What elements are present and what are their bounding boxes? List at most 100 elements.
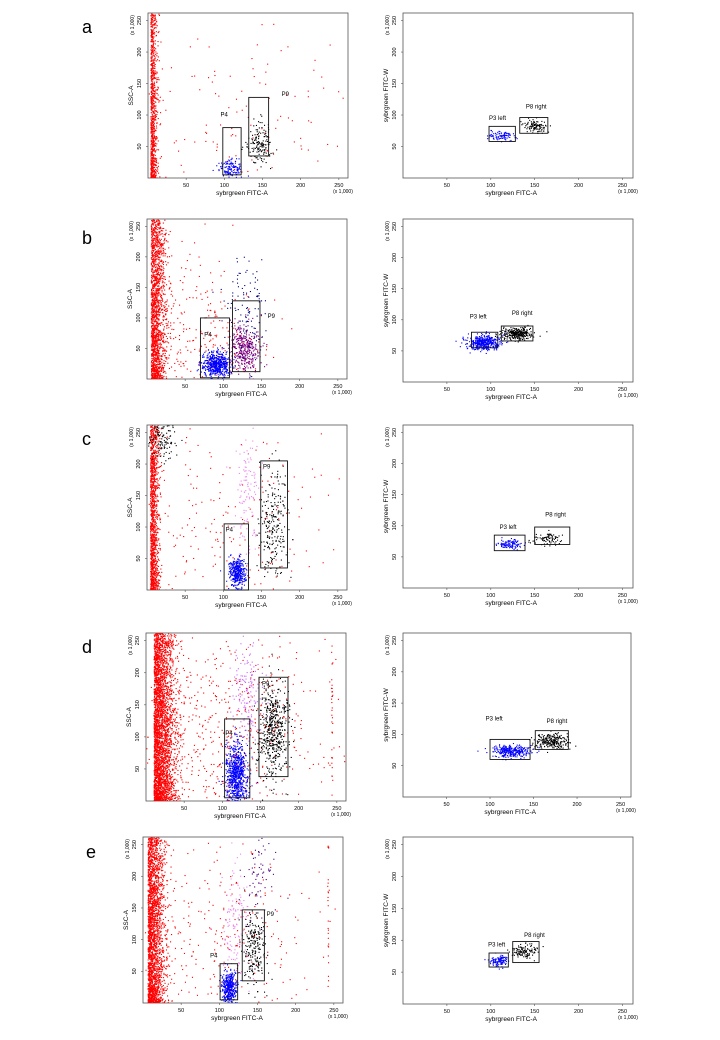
event-point [159,157,161,159]
event-point [159,360,161,362]
event-point [244,360,246,362]
event-point [243,328,245,330]
event-point [151,221,153,223]
y-scale-label: (x 1,000) [129,221,135,241]
event-point [240,330,242,332]
event-point [155,325,157,327]
gate-p9 [248,96,270,157]
event-point [151,322,153,324]
event-point [255,353,257,355]
y-axis-label: SSC-A [128,85,135,106]
event-point [236,257,238,259]
event-point [152,75,154,77]
event-point [205,362,207,364]
event-point [162,347,164,349]
event-point [261,144,263,146]
event-point [153,149,155,151]
event-point [160,331,162,333]
event-point [164,276,166,278]
event-point [151,256,153,258]
event-point [151,132,153,134]
event-point [501,344,503,346]
event-point [272,152,274,154]
event-point [158,363,160,365]
event-point [238,158,240,160]
event-point [151,290,153,292]
event-point [206,357,208,359]
event-point [158,308,160,310]
event-point [151,33,153,35]
event-point [227,330,229,332]
event-point [152,302,154,304]
event-point [221,372,223,374]
event-point [241,357,243,359]
event-point [152,343,154,345]
event-point [234,337,236,339]
event-point [153,137,155,139]
event-point [498,338,500,340]
event-point [491,340,493,342]
event-point [247,353,249,355]
event-point [215,366,217,368]
event-point [156,283,158,285]
event-point [230,161,232,163]
event-point [159,311,161,313]
event-point [263,153,265,155]
event-point [152,139,154,141]
event-point [157,368,159,370]
event-point [152,346,154,348]
event-point [152,370,154,372]
event-point [152,377,154,379]
event-point [254,156,256,158]
event-point [212,169,214,171]
event-point [210,357,212,359]
event-point [216,364,218,366]
event-point [152,119,154,121]
event-point [237,282,239,284]
event-point [156,312,158,314]
event-point [495,346,497,348]
event-point [533,129,535,131]
event-point [219,369,221,371]
event-point [207,331,209,333]
event-point [151,227,153,229]
event-point [159,339,161,341]
event-point [152,51,154,53]
event-point [487,340,489,342]
event-point [201,298,203,300]
event-point [155,251,157,253]
event-point [245,358,247,360]
event-point [237,328,239,330]
event-point [165,176,167,178]
event-point [257,355,259,357]
event-point [327,143,329,145]
event-point [495,136,497,138]
event-point [151,325,153,327]
event-point [249,346,251,348]
event-point [153,51,155,53]
event-point [213,363,215,365]
event-point [481,345,483,347]
event-point [151,291,153,293]
event-point [211,352,213,354]
events-layer [150,219,293,379]
event-point [158,243,160,245]
event-point [155,89,157,91]
event-point [164,352,166,354]
event-point [160,303,162,305]
x-tick-label: 150 [258,183,267,189]
event-point [246,307,248,309]
event-point [232,281,234,283]
event-point [529,128,531,130]
event-point [265,83,267,85]
event-point [158,259,160,261]
event-point [155,273,157,275]
event-point [158,222,160,224]
event-point [194,75,196,77]
event-point [162,332,164,334]
event-point [158,268,160,270]
event-point [217,353,219,355]
event-point [486,348,488,350]
event-point [481,341,483,343]
event-point [153,142,155,144]
